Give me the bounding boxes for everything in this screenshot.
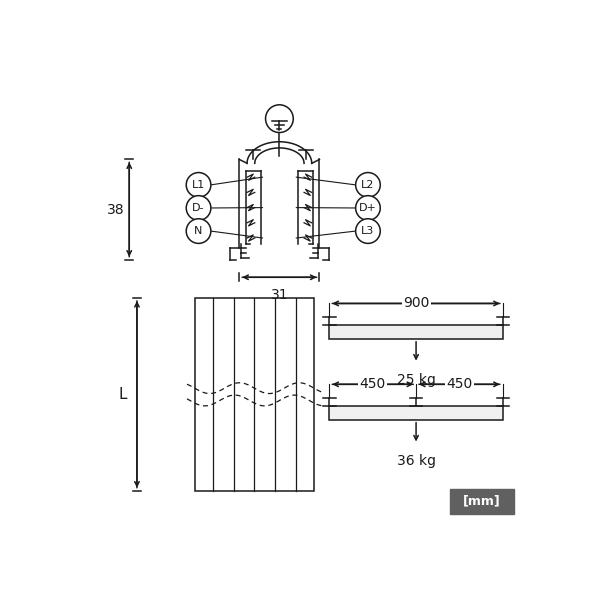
- Text: L2: L2: [361, 180, 375, 190]
- Text: 25 kg: 25 kg: [397, 373, 436, 387]
- Text: [mm]: [mm]: [463, 495, 501, 508]
- Text: D-: D-: [192, 203, 205, 213]
- Text: 31: 31: [271, 288, 288, 302]
- Text: L3: L3: [361, 226, 375, 236]
- Text: L1: L1: [192, 180, 205, 190]
- Circle shape: [356, 173, 380, 197]
- Text: 450: 450: [360, 377, 386, 391]
- Circle shape: [186, 196, 211, 220]
- Text: 450: 450: [446, 377, 473, 391]
- Bar: [194, 298, 314, 491]
- FancyBboxPatch shape: [450, 489, 514, 514]
- Bar: [329, 325, 503, 339]
- Text: D+: D+: [359, 203, 377, 213]
- Text: 38: 38: [106, 203, 124, 216]
- Text: 36 kg: 36 kg: [397, 454, 436, 467]
- Circle shape: [356, 196, 380, 220]
- Circle shape: [186, 173, 211, 197]
- Bar: [329, 406, 503, 420]
- Circle shape: [356, 219, 380, 243]
- Circle shape: [186, 219, 211, 243]
- Text: 900: 900: [403, 297, 429, 310]
- Text: N: N: [194, 226, 203, 236]
- Text: L: L: [119, 387, 127, 402]
